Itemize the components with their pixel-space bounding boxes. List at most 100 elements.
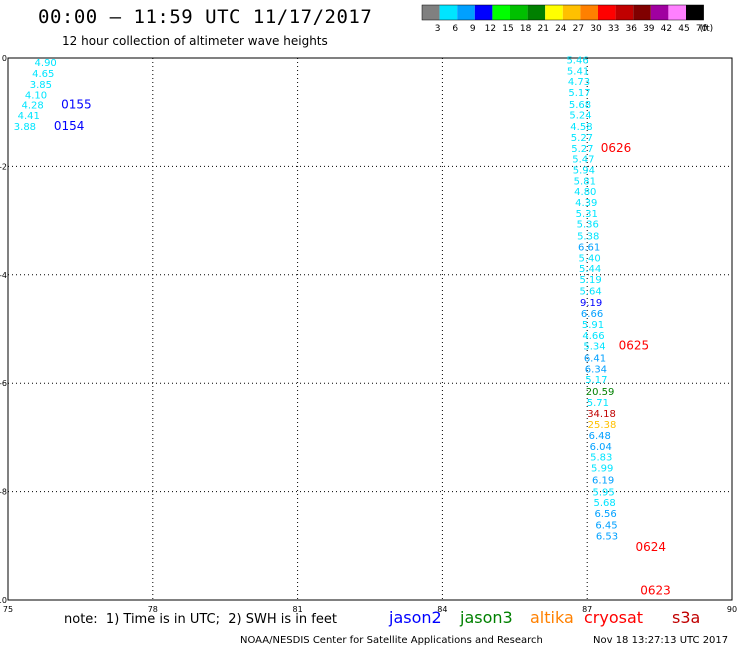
map-frame bbox=[7, 57, 733, 601]
color-swatch bbox=[527, 5, 546, 20]
color-scale-label: 27 bbox=[573, 24, 584, 34]
color-swatch bbox=[580, 5, 598, 20]
color-scale-label: 24 bbox=[555, 24, 567, 34]
color-scale-label: 33 bbox=[608, 24, 619, 34]
pass-time-label: 0626 bbox=[601, 141, 632, 155]
color-swatch bbox=[686, 5, 704, 20]
legend-jason3: jason3 bbox=[460, 608, 513, 627]
y-tick-label: -8 bbox=[0, 488, 7, 497]
color-scale-unit: (ft) bbox=[700, 24, 714, 34]
wave-height-label: 4.39 bbox=[575, 198, 597, 209]
wave-height-label: 5.19 bbox=[579, 275, 601, 286]
color-swatch bbox=[615, 5, 634, 20]
wave-height-label: 5.41 bbox=[567, 66, 589, 77]
color-swatch bbox=[668, 5, 686, 20]
color-scale-label: 6 bbox=[452, 24, 458, 34]
color-swatch bbox=[474, 5, 493, 20]
wave-height-label: 4.73 bbox=[568, 77, 590, 88]
wave-height-label: 5.38 bbox=[577, 232, 599, 243]
wave-height-label: 5.40 bbox=[579, 253, 601, 264]
pass-time-label: 0625 bbox=[619, 339, 650, 353]
color-swatch bbox=[457, 5, 475, 20]
legend-jason2: jason2 bbox=[389, 608, 442, 627]
wave-height-label: 5.81 bbox=[574, 176, 596, 187]
color-scale-label: 9 bbox=[470, 24, 476, 34]
legend-s3a: s3a bbox=[672, 608, 701, 627]
wave-height-label: 4.90 bbox=[35, 58, 57, 69]
color-scale-label: 45 bbox=[678, 24, 689, 34]
pass-time-label: 0624 bbox=[635, 540, 666, 554]
wave-height-label: 5.36 bbox=[577, 220, 599, 231]
wave-height-label: 5.27 bbox=[571, 133, 593, 144]
wave-height-label: 6.61 bbox=[578, 242, 600, 253]
color-scale-label: 15 bbox=[502, 24, 513, 34]
wave-height-label: 6.66 bbox=[581, 309, 603, 320]
wave-height-label: 5.31 bbox=[576, 209, 598, 220]
wave-height-label: 3.85 bbox=[30, 80, 52, 91]
color-scale-label: 36 bbox=[625, 24, 637, 34]
wave-height-label: 4.58 bbox=[570, 122, 592, 133]
wave-height-label: 5.94 bbox=[573, 165, 595, 176]
credit-line: NOAA/NESDIS Center for Satellite Applica… bbox=[240, 635, 543, 646]
color-scale-label: 42 bbox=[661, 24, 672, 34]
color-scale-label: 39 bbox=[643, 24, 655, 34]
wave-height-label: 4.28 bbox=[22, 100, 44, 111]
wave-height-label: 5.71 bbox=[587, 398, 609, 409]
wave-height-label: 5.46 bbox=[566, 55, 588, 66]
wave-height-label: 6.04 bbox=[590, 442, 612, 453]
wave-height-label: 25.38 bbox=[588, 420, 617, 431]
wave-height-label: 5.24 bbox=[569, 111, 591, 122]
color-swatch bbox=[650, 5, 669, 20]
y-tick-label: -4 bbox=[0, 271, 7, 280]
wave-height-label: 6.34 bbox=[585, 364, 607, 375]
color-scale-frame bbox=[421, 4, 704, 21]
y-tick-label: 0 bbox=[2, 54, 7, 63]
y-tick-label: -6 bbox=[0, 379, 7, 388]
page-subtitle: 12 hour collection of altimeter wave hei… bbox=[62, 34, 328, 48]
x-tick-label: 90 bbox=[727, 605, 737, 614]
color-swatch bbox=[492, 5, 510, 20]
color-scale-label: 12 bbox=[485, 24, 496, 34]
wave-height-label: 6.45 bbox=[595, 520, 617, 531]
color-swatch bbox=[562, 5, 581, 20]
wave-height-label: 6.41 bbox=[584, 354, 606, 365]
wave-height-label: 5.68 bbox=[593, 498, 615, 509]
wave-height-label: 5.27 bbox=[571, 144, 593, 155]
color-swatch bbox=[422, 5, 440, 20]
pass-time-label: 0623 bbox=[640, 584, 671, 598]
timestamp: Nov 18 13:27:13 UTC 2017 bbox=[593, 635, 729, 646]
y-tick-label: -2 bbox=[0, 162, 7, 171]
page-title: 00:00 — 11:59 UTC 11/17/2017 bbox=[38, 6, 373, 28]
wave-height-label: 34.18 bbox=[587, 409, 616, 420]
wave-height-label: 5.44 bbox=[579, 264, 601, 275]
y-tick-label: -10 bbox=[0, 596, 7, 605]
wave-height-label: 5.95 bbox=[593, 487, 615, 498]
color-scale-label: 30 bbox=[590, 24, 602, 34]
wave-height-label: 9.19 bbox=[580, 298, 602, 309]
color-swatch bbox=[545, 5, 563, 20]
wave-height-label: 5.17 bbox=[585, 375, 607, 386]
wave-height-label: 3.88 bbox=[14, 122, 36, 133]
wave-height-label: 5.68 bbox=[569, 100, 591, 111]
wave-height-label: 5.99 bbox=[591, 464, 613, 475]
wave-height-label: 4.10 bbox=[25, 91, 47, 102]
wave-height-label: 20.59 bbox=[586, 387, 615, 398]
wave-height-label: 5.34 bbox=[583, 342, 605, 353]
legend-cryosat: cryosat bbox=[584, 608, 644, 627]
x-tick-label: 84 bbox=[437, 605, 447, 614]
x-tick-label: 81 bbox=[293, 605, 303, 614]
wave-height-label: 6.53 bbox=[596, 531, 618, 542]
wave-height-label: 5.47 bbox=[572, 155, 594, 166]
color-scale-label: 3 bbox=[435, 24, 441, 34]
legend-altika: altika bbox=[530, 608, 574, 627]
color-scale-label: 21 bbox=[537, 24, 548, 34]
wave-height-label: 5.64 bbox=[579, 286, 601, 297]
x-tick-label: 87 bbox=[582, 605, 592, 614]
x-tick-label: 78 bbox=[148, 605, 158, 614]
wave-height-label: 4.41 bbox=[18, 111, 40, 122]
pass-time-label: 0155 bbox=[61, 97, 92, 111]
x-tick-label: 75 bbox=[3, 605, 13, 614]
pass-time-label: 0154 bbox=[54, 119, 85, 133]
units-note: note: 1) Time is in UTC; 2) SWH is in fe… bbox=[64, 612, 337, 627]
